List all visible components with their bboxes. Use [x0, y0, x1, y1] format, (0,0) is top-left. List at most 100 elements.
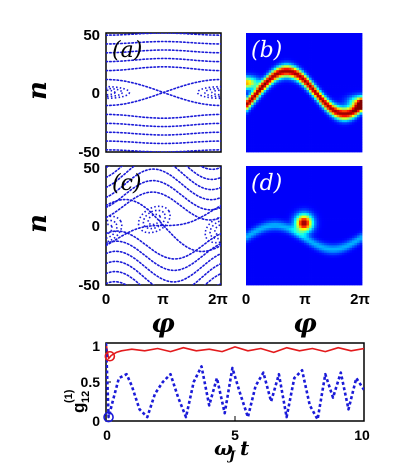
heat-cell	[344, 277, 348, 281]
heat-cell	[256, 190, 260, 194]
heat-cell	[261, 262, 265, 266]
heat-cell	[349, 50, 353, 54]
heat-cell	[256, 240, 260, 244]
heat-cell	[263, 173, 267, 177]
heat-cell	[266, 220, 270, 224]
heat-cell	[331, 124, 335, 128]
heat-cell	[251, 262, 254, 266]
heat-cell	[336, 109, 340, 113]
heat-cell	[301, 198, 305, 202]
heat-cell	[288, 72, 292, 76]
heat-cell	[306, 90, 310, 93]
heat-cell	[281, 178, 285, 182]
heat-cell	[356, 119, 360, 123]
heat-cell	[248, 42, 252, 46]
heat-cell	[296, 104, 300, 108]
heat-cell	[266, 129, 270, 133]
heat-cell	[261, 250, 265, 254]
heat-cell	[253, 87, 257, 91]
heat-cell	[311, 242, 315, 246]
heat-cell	[276, 117, 280, 121]
heat-cell	[341, 178, 345, 182]
heat-cell	[288, 265, 292, 269]
heat-cell	[324, 124, 328, 128]
heat-cell	[263, 230, 267, 234]
heat-cell	[356, 45, 360, 49]
heat-cell	[288, 245, 292, 249]
heat-cell	[359, 175, 363, 179]
heat-cell	[281, 114, 285, 118]
heat-cell	[356, 127, 360, 131]
heat-cell	[336, 97, 340, 101]
heat-cell	[304, 65, 307, 69]
heat-cell	[354, 124, 358, 128]
heat-cell	[296, 227, 300, 231]
heat-cell	[306, 149, 310, 153]
heat-cell	[248, 213, 252, 216]
heat-cell	[246, 270, 249, 274]
heat-cell	[278, 218, 282, 221]
heat-cell	[266, 213, 270, 216]
heat-cell	[354, 265, 358, 269]
heat-cell	[324, 37, 328, 41]
heat-cell	[283, 144, 287, 148]
heat-cell	[281, 82, 285, 86]
heat-cell	[256, 220, 260, 224]
heat-cell	[301, 75, 305, 79]
heat-cell	[251, 99, 254, 103]
heat-cell	[291, 55, 295, 59]
heat-cell	[291, 47, 295, 51]
heat-cell	[336, 117, 340, 121]
heat-cell	[326, 213, 330, 216]
heat-cell	[263, 208, 267, 212]
heat-cell	[356, 57, 360, 61]
heat-cell	[281, 188, 285, 192]
heat-cell	[354, 208, 358, 212]
heat-cell	[356, 183, 360, 187]
heat-cell	[326, 137, 330, 141]
heat-cell	[324, 137, 328, 141]
heat-cell	[251, 70, 254, 74]
heat-cell	[253, 232, 257, 236]
heat-cell	[283, 198, 287, 202]
heat-cell	[324, 173, 328, 177]
heat-cell	[261, 75, 265, 79]
heat-cell	[349, 104, 353, 108]
heat-cell	[309, 127, 312, 131]
heat-cell	[306, 198, 310, 202]
heat-cell	[283, 178, 287, 182]
heat-cell	[298, 262, 302, 266]
coherence-markers	[103, 350, 116, 423]
heat-cell	[301, 102, 305, 106]
heat-cell	[354, 147, 358, 150]
heat-cell	[326, 67, 330, 71]
heat-cell	[331, 90, 335, 93]
heat-cell	[324, 225, 328, 229]
heat-cell	[278, 37, 282, 41]
heat-cell	[286, 173, 290, 177]
heat-cell	[291, 85, 295, 88]
heat-cell	[339, 227, 343, 231]
heat-cell	[276, 109, 280, 113]
heat-cell	[316, 124, 320, 128]
heat-cell	[273, 122, 277, 126]
heat-cell	[319, 127, 323, 131]
heat-cell	[271, 245, 275, 249]
heat-cell	[341, 270, 345, 274]
heat-cell	[293, 267, 297, 271]
heat-cell	[346, 203, 350, 207]
heat-cell	[321, 170, 325, 174]
heat-cell	[304, 90, 307, 93]
heat-cell	[316, 282, 320, 286]
heat-cell	[246, 265, 249, 269]
heat-cell	[309, 225, 312, 229]
heat-cell	[304, 139, 307, 143]
heat-cell	[258, 90, 262, 93]
heat-cell	[329, 75, 333, 79]
heat-cell	[296, 62, 300, 66]
heat-cell	[281, 35, 285, 39]
heat-cell	[286, 55, 290, 59]
heat-cell	[304, 210, 307, 214]
heat-cell	[306, 262, 310, 266]
heat-cell	[311, 272, 315, 276]
